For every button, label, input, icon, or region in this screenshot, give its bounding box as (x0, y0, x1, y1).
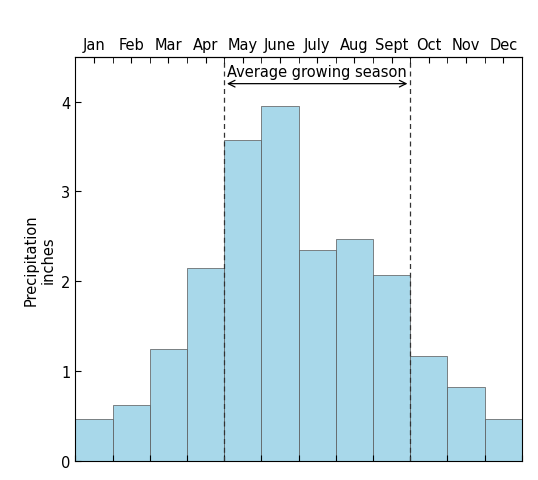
Bar (448, 387, 485, 461)
Bar (485, 419, 522, 461)
Bar (75, 419, 112, 461)
Bar (224, 141, 261, 461)
Bar (112, 405, 150, 461)
Bar (261, 107, 299, 461)
Bar (299, 250, 336, 461)
Bar (373, 276, 410, 461)
Text: Average growing season: Average growing season (228, 65, 407, 80)
Bar (336, 240, 373, 461)
Bar (187, 268, 224, 461)
Y-axis label: Precipitation
inches: Precipitation inches (23, 214, 55, 305)
Bar (150, 349, 187, 461)
Bar (410, 356, 448, 461)
